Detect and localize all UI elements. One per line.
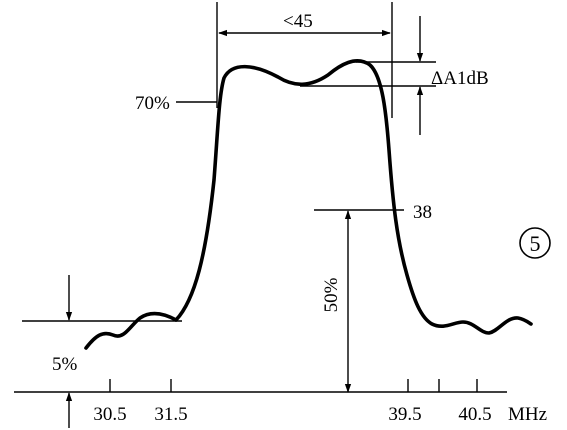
axis-unit-label: MHz (508, 404, 547, 425)
level-50-label: 50% (321, 277, 342, 312)
response-curve (84, 59, 533, 350)
axis-ticks (109, 379, 478, 392)
tick-label-31-5: 31.5 (154, 404, 187, 425)
level-70-label: 70% (135, 93, 170, 114)
tick-label-40-5: 40.5 (458, 404, 491, 425)
curve-number-label: 5 (530, 231, 541, 256)
bandwidth-label: <45 (283, 11, 313, 32)
tick-label-39-5: 39.5 (388, 404, 421, 425)
curve-number-circle (519, 227, 551, 259)
ripple-label: ΔA1dB (431, 68, 489, 89)
level-5-label: 5% (52, 354, 78, 375)
level-38-label: 38 (413, 202, 432, 223)
tick-label-30-5: 30.5 (93, 404, 126, 425)
